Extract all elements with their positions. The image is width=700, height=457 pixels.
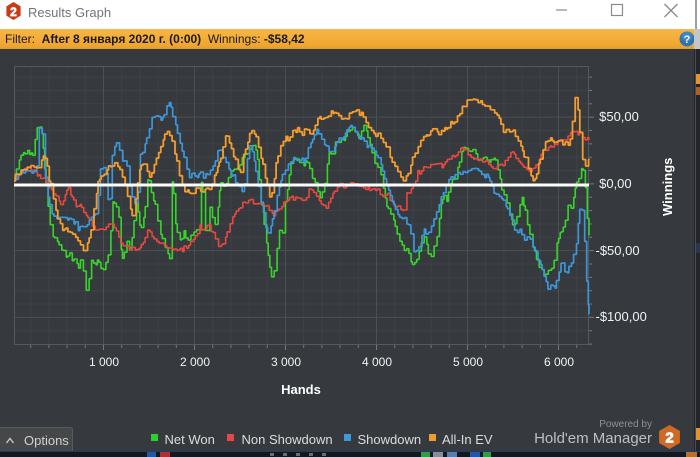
svg-text:2: 2 (665, 430, 673, 447)
svg-text:2: 2 (10, 5, 17, 19)
svg-text:?: ? (684, 34, 691, 46)
